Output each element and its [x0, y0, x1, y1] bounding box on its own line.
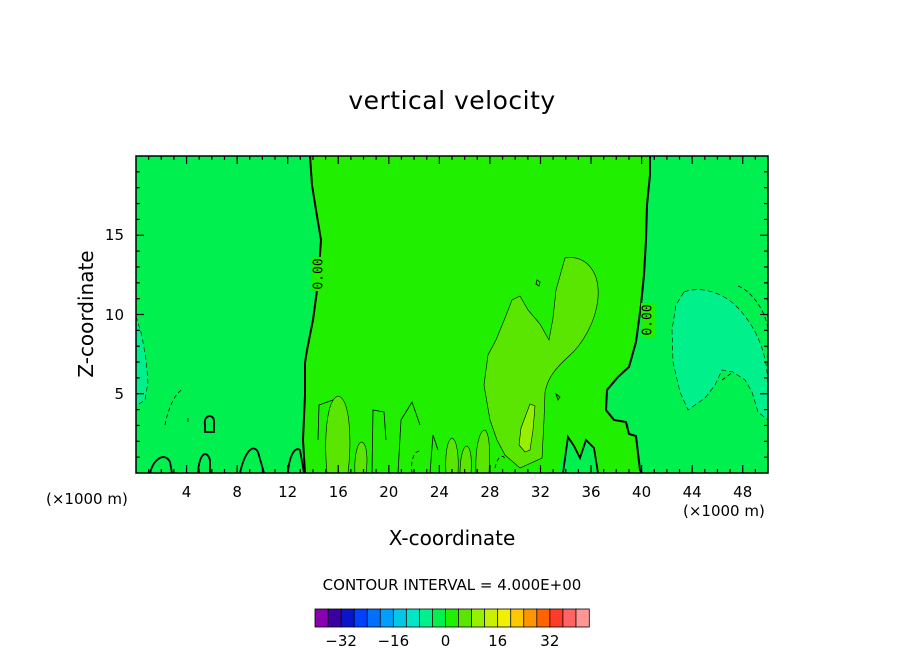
y-tick-label: 10 [104, 305, 124, 324]
colorbar-swatch [562, 608, 577, 628]
negative-region-right [671, 289, 768, 421]
cell-26 [459, 445, 472, 473]
dashed-contour-lows [164, 285, 768, 473]
zero-contour-right [604, 156, 651, 473]
colorbar-swatch [405, 608, 421, 628]
updraft-core-8-12 [518, 403, 536, 453]
colorbar-swatch [392, 608, 408, 628]
x-tick-label: 16 [328, 483, 348, 501]
cell-27 [475, 429, 490, 473]
x-tick-label: 40 [632, 483, 652, 501]
x-tick-label: 48 [733, 483, 753, 501]
x-tick-label: 20 [379, 483, 399, 501]
colorbar-swatch [458, 608, 473, 628]
colorbar-swatch [418, 608, 434, 628]
colorbar-swatch [314, 608, 329, 628]
colorbar-tick-label: −32 [325, 632, 357, 650]
updraft-tower-4-8 [483, 257, 599, 469]
zero-contour-label: 0.00 [312, 258, 327, 289]
positive-band-0-4 [303, 156, 650, 473]
contour-field [136, 156, 768, 473]
x-tick-label: 28 [480, 483, 500, 501]
x-unit-label-right: (×1000 m) [683, 502, 765, 520]
colorbar-swatch [523, 608, 538, 628]
zero-contour-base [149, 415, 599, 473]
colorbar-swatch [536, 608, 551, 628]
colorbar-swatch [432, 608, 447, 628]
colorbar-tick-label: 16 [488, 632, 508, 650]
colorbar-tick-label: −16 [377, 632, 410, 650]
x-tick-label: 12 [278, 483, 298, 501]
cell-19 [354, 441, 368, 473]
colorbar [314, 608, 590, 628]
zero-contour-label: 0.00 [641, 304, 656, 335]
zero-contour-labels: 0.00 0.00 [312, 257, 656, 337]
x-tick-label: 32 [530, 483, 551, 501]
colorbar-swatch [471, 608, 486, 628]
contour-interval-text: CONTOUR INTERVAL = 4.000E+00 [322, 576, 582, 594]
colorbar-swatch [340, 608, 355, 628]
zero-label-bg [641, 303, 655, 337]
zero-label-bg [312, 257, 326, 291]
y-tick-label: 5 [114, 384, 124, 403]
y-tick-label: 15 [104, 226, 124, 245]
colorbar-swatch [379, 608, 394, 628]
axis-ticks [136, 156, 768, 473]
negative-region-left [136, 315, 149, 407]
x-tick-label: 4 [181, 483, 192, 501]
y-axis-label: Z-coordinate [74, 250, 98, 378]
colorbar-swatch [366, 608, 381, 628]
x-axis-label: X-coordinate [388, 526, 516, 550]
colorbar-swatch [549, 608, 564, 628]
cell-24 [445, 437, 459, 473]
x-unit-label-left: (×1000 m) [46, 490, 128, 508]
colorbar-swatch [445, 608, 460, 628]
chart-title: vertical velocity [348, 86, 556, 115]
colorbar-tick-label: 32 [540, 632, 560, 650]
zero-contour-left [301, 156, 323, 473]
colorbar-swatch [497, 608, 512, 628]
x-tick-label: 24 [429, 483, 449, 501]
x-tick-label: 44 [682, 483, 702, 501]
colorbar-swatch [484, 608, 499, 628]
colorbar-tick-label: 0 [440, 632, 451, 650]
cell-16 [325, 395, 351, 473]
colorbar-swatch [510, 608, 525, 628]
x-tick-label: 8 [232, 483, 242, 501]
colorbar-swatch [327, 608, 342, 628]
colorbar-swatch [353, 608, 368, 628]
thin-contour-lows [317, 279, 561, 473]
x-tick-label: 36 [581, 483, 601, 501]
colorbar-swatch [575, 608, 590, 628]
